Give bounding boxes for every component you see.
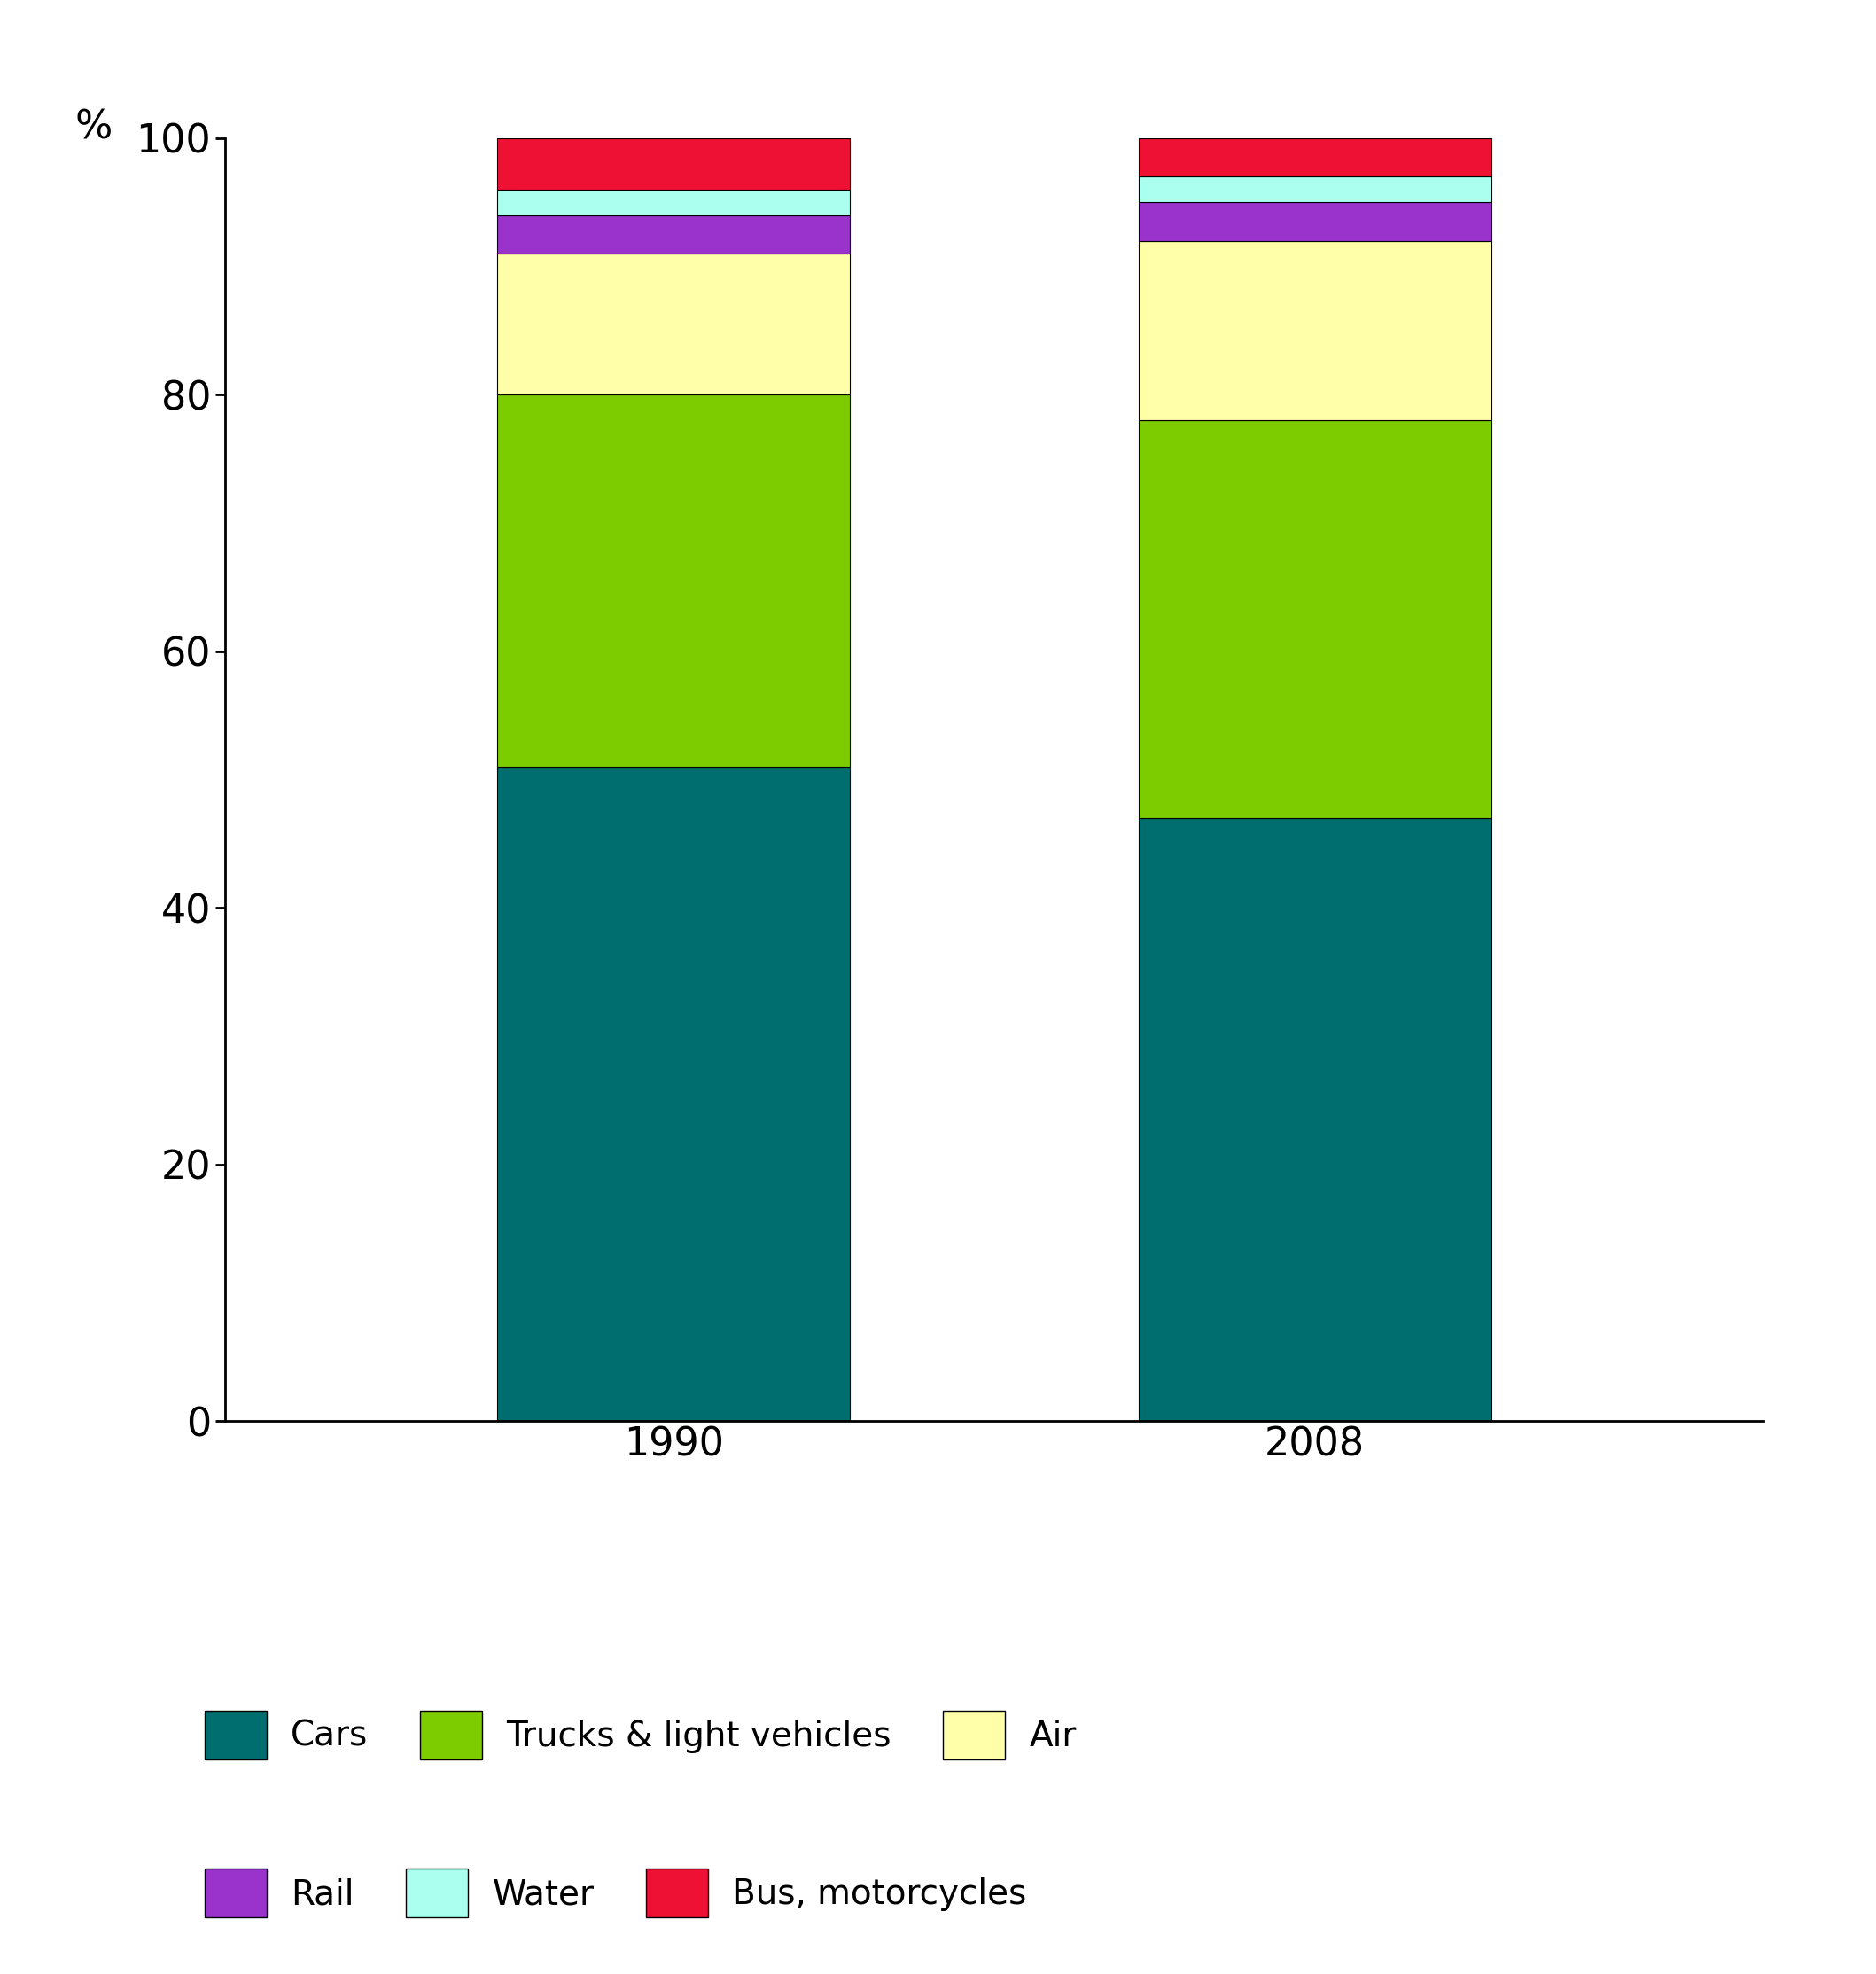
Bar (1139, 241, 1491, 420)
Bar (497, 253, 850, 395)
Bar (497, 138, 850, 190)
Bar (497, 190, 850, 215)
Bar (497, 215, 850, 255)
Text: %: % (75, 109, 113, 146)
Bar (1139, 817, 1491, 1421)
Bar (1139, 203, 1491, 241)
Bar (1139, 138, 1491, 178)
Bar (1139, 420, 1491, 817)
Legend: Rail, Water, Bus, motorcycles: Rail, Water, Bus, motorcycles (204, 1869, 1026, 1917)
Bar (497, 766, 850, 1421)
Legend: Cars, Trucks & light vehicles, Air: Cars, Trucks & light vehicles, Air (204, 1711, 1077, 1759)
Bar (1139, 178, 1491, 203)
Bar (497, 395, 850, 766)
